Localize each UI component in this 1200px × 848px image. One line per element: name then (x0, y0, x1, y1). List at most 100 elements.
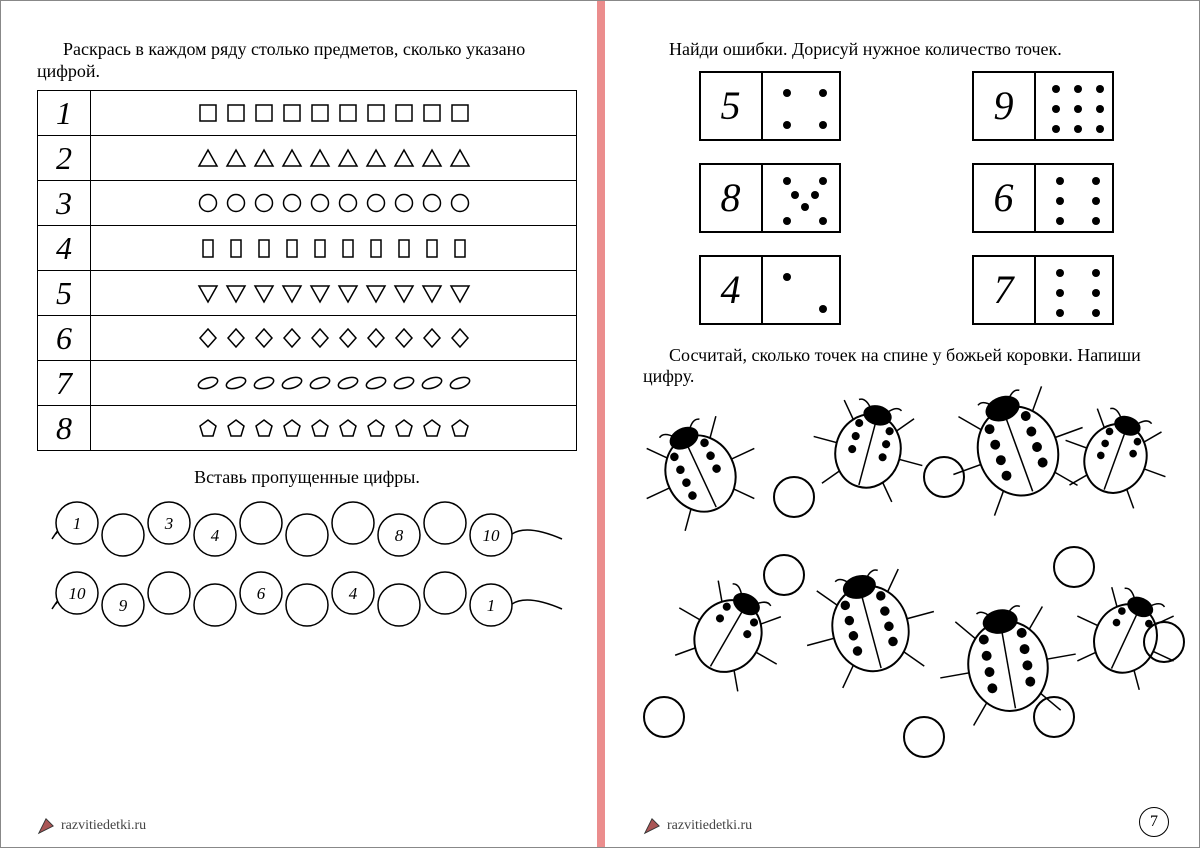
pentagon-icon (421, 417, 443, 439)
svg-text:1: 1 (487, 596, 496, 615)
pentagon-icon (449, 417, 471, 439)
ellipse-icon (253, 372, 275, 394)
pentagon-icon (253, 417, 275, 439)
row-number: 4 (38, 226, 91, 271)
row-number: 3 (38, 181, 91, 226)
triangle-down-icon (309, 282, 331, 304)
pentagon-icon (365, 417, 387, 439)
triangle-icon (393, 147, 415, 169)
pentagon-icon (309, 417, 331, 439)
diamond-icon (337, 327, 359, 349)
circle-icon (225, 192, 247, 214)
footer-text-left: razvitiedetki.ru (61, 818, 146, 834)
square-icon (309, 102, 331, 124)
ellipse-icon (197, 372, 219, 394)
left-page: Раскрась в каждом ряду столько предметов… (1, 1, 607, 847)
ladybug (1073, 416, 1158, 506)
ex3-instruction: Найди ошибки. Дорисуй нужное количество … (643, 39, 1169, 61)
triangle-icon (449, 147, 471, 169)
square-icon (365, 102, 387, 124)
logo-icon (37, 817, 55, 835)
row-shapes (91, 136, 577, 181)
diamond-icon (393, 327, 415, 349)
domino: 5 (699, 71, 841, 141)
footer-right: razvitiedetki.ru (643, 817, 752, 835)
row-number: 5 (38, 271, 91, 316)
domino-number: 4 (701, 257, 763, 323)
ladybug (683, 591, 773, 686)
square-icon (253, 102, 275, 124)
ex4-instruction: Сосчитай, сколько точек на спине у божье… (643, 345, 1169, 388)
ellipse-icon (365, 372, 387, 394)
ex2-title: Вставь пропущенные цифры. (37, 467, 577, 488)
ex1-table: 12345678 (37, 90, 577, 451)
svg-text:4: 4 (349, 584, 358, 603)
right-page: Найди ошибки. Дорисуй нужное количество … (607, 1, 1199, 847)
caterpillar-2: 109641 (47, 564, 567, 634)
square-icon (281, 102, 303, 124)
pentagon-icon (197, 417, 219, 439)
domino: 7 (972, 255, 1114, 325)
triangle-down-icon (365, 282, 387, 304)
ellipse-icon (225, 372, 247, 394)
rect-icon (309, 237, 331, 259)
triangle-icon (225, 147, 247, 169)
answer-circle (1143, 621, 1185, 663)
row-number: 6 (38, 316, 91, 361)
row-number: 8 (38, 406, 91, 451)
rect-icon (225, 237, 247, 259)
row-number: 1 (38, 91, 91, 136)
answer-circle (643, 696, 685, 738)
triangle-down-icon (225, 282, 247, 304)
pentagon-icon (225, 417, 247, 439)
svg-text:8: 8 (395, 526, 404, 545)
rect-icon (421, 237, 443, 259)
page-number: 7 (1139, 807, 1169, 837)
ladybug (653, 426, 748, 526)
ellipse-icon (421, 372, 443, 394)
rect-icon (337, 237, 359, 259)
domino-dots (1036, 257, 1112, 323)
answer-circle (1033, 696, 1075, 738)
svg-text:10: 10 (69, 584, 87, 603)
row-shapes (91, 316, 577, 361)
page-gutter (597, 1, 605, 847)
domino-number: 5 (701, 73, 763, 139)
triangle-down-icon (421, 282, 443, 304)
circle-icon (449, 192, 471, 214)
ladybug (823, 406, 913, 501)
square-icon (393, 102, 415, 124)
domino-dots (763, 257, 839, 323)
triangle-icon (197, 147, 219, 169)
pentagon-icon (337, 417, 359, 439)
square-icon (337, 102, 359, 124)
domino-dots (1036, 165, 1112, 231)
triangle-down-icon (449, 282, 471, 304)
pentagon-icon (281, 417, 303, 439)
triangle-down-icon (337, 282, 359, 304)
ladybugs-area (643, 396, 1169, 756)
row-shapes (91, 226, 577, 271)
diamond-icon (365, 327, 387, 349)
triangle-icon (309, 147, 331, 169)
rect-icon (281, 237, 303, 259)
circle-icon (197, 192, 219, 214)
domino-number: 6 (974, 165, 1036, 231)
circle-icon (365, 192, 387, 214)
svg-text:1: 1 (73, 514, 82, 533)
ellipse-icon (449, 372, 471, 394)
answer-circle (923, 456, 965, 498)
diamond-icon (225, 327, 247, 349)
diamond-icon (197, 327, 219, 349)
triangle-down-icon (281, 282, 303, 304)
domino: 4 (699, 255, 841, 325)
square-icon (449, 102, 471, 124)
domino: 9 (972, 71, 1114, 141)
rect-icon (449, 237, 471, 259)
square-icon (197, 102, 219, 124)
svg-text:3: 3 (164, 514, 174, 533)
row-shapes (91, 91, 577, 136)
domino: 6 (972, 163, 1114, 233)
row-shapes (91, 181, 577, 226)
triangle-icon (253, 147, 275, 169)
